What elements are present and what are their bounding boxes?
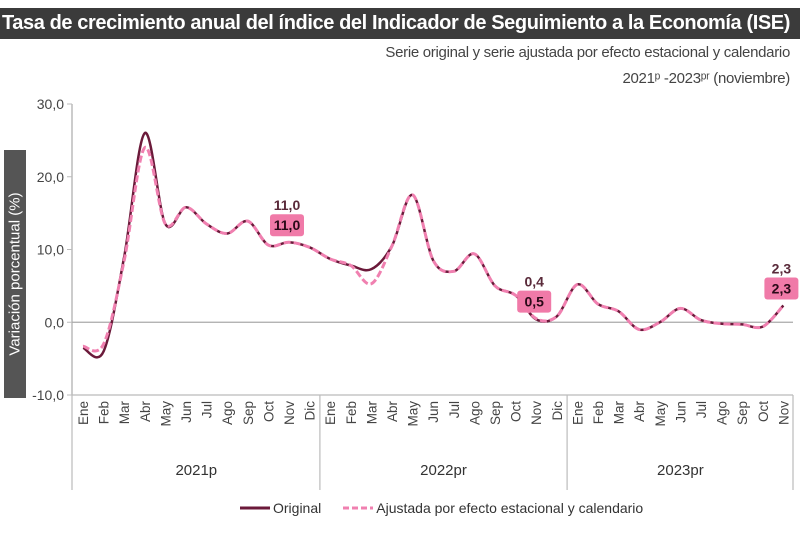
chart-title: Tasa de crecimiento anual del índice del…: [0, 8, 800, 39]
x-tick-label: Sep: [241, 401, 256, 425]
x-tick-label: Jun: [426, 401, 441, 423]
x-tick-label: May: [653, 401, 668, 427]
x-tick-label: Sep: [488, 401, 503, 425]
y-tick-label: 0,0: [45, 314, 65, 330]
x-tick-label: Ene: [570, 401, 585, 425]
data-label-original: 0,4: [524, 274, 544, 290]
x-tick-label: Ene: [76, 401, 91, 425]
x-tick-label: Abr: [632, 401, 647, 423]
legend-label-original: Original: [273, 500, 322, 516]
x-tick-label: Dic: [303, 401, 318, 421]
y-tick-label: 10,0: [37, 242, 64, 258]
data-label-ajustada: 2,3: [772, 281, 792, 297]
series-line-ajustada: [82, 146, 785, 353]
series-line-original: [82, 131, 785, 359]
x-tick-label: May: [158, 401, 173, 427]
x-tick-label: Oct: [509, 401, 524, 422]
legend: Original Ajustada por efecto estacional …: [240, 500, 643, 516]
x-tick-label: Ago: [715, 401, 730, 425]
x-tick-label: Oct: [756, 401, 771, 422]
x-tick-label: Nov: [529, 401, 544, 425]
data-label-original: 2,3: [772, 261, 792, 277]
year-label: 2023pr: [657, 462, 704, 479]
x-tick-label: Mar: [612, 400, 627, 424]
data-label-ajustada-box: [270, 214, 304, 237]
x-tick-label: Abr: [138, 401, 153, 423]
year-label: 2022pr: [420, 462, 467, 479]
x-tick-label: Feb: [591, 401, 606, 424]
y-tick-label: -10,0: [32, 387, 64, 403]
x-tick-label: Jul: [694, 401, 709, 418]
x-tick-label: Jul: [200, 401, 215, 418]
legend-item-ajustada: Ajustada por efecto estacional y calenda…: [343, 500, 643, 516]
year-label: 2021p: [175, 462, 217, 479]
data-label-ajustada: 0,5: [524, 294, 544, 310]
legend-swatch-ajustada: [343, 506, 374, 510]
x-tick-label: Ago: [220, 401, 235, 425]
x-tick-label: Jun: [179, 401, 194, 423]
x-tick-label: Oct: [261, 401, 276, 422]
data-label-ajustada-box: [517, 290, 552, 313]
x-tick-label: Mar: [364, 400, 379, 424]
x-tick-label: Sep: [735, 401, 750, 425]
chart-period: 2021ᵖ -2023ᵖʳ (noviembre): [622, 70, 790, 87]
chart-subtitle: Serie original y serie ajustada por efec…: [385, 44, 790, 61]
legend-label-ajustada: Ajustada por efecto estacional y calenda…: [376, 500, 644, 516]
legend-swatch-original: [240, 506, 270, 510]
y-tick-label: 30,0: [37, 96, 64, 112]
x-tick-label: Nov: [776, 401, 791, 425]
x-tick-label: Abr: [385, 401, 400, 423]
x-tick-label: Nov: [282, 401, 297, 425]
x-tick-label: Jul: [447, 401, 462, 418]
x-tick-label: May: [406, 401, 421, 427]
legend-item-original: Original: [240, 500, 321, 516]
x-tick-label: Mar: [117, 400, 132, 424]
x-tick-label: Feb: [344, 401, 359, 424]
y-tick-label: 20,0: [37, 169, 64, 185]
data-label-ajustada-box: [764, 277, 799, 300]
x-tick-label: Feb: [97, 401, 112, 424]
x-tick-label: Jun: [673, 401, 688, 423]
x-tick-label: Dic: [550, 401, 565, 421]
data-label-ajustada: 11,0: [274, 217, 301, 233]
y-axis-label-box: [4, 150, 26, 398]
data-label-original: 11,0: [274, 197, 301, 213]
x-tick-label: Ene: [323, 401, 338, 425]
x-tick-label: Ago: [467, 401, 482, 425]
